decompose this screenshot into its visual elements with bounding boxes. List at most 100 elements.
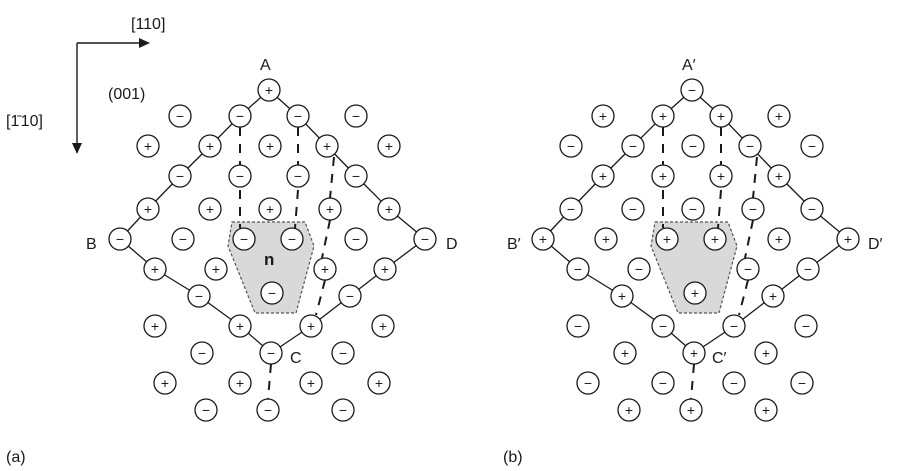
anion-ion [621,134,645,158]
ion-charge-symbol: − [240,231,248,247]
corner-d: D [446,236,458,253]
ion-charge-symbol: + [375,375,383,391]
ion-charge-symbol: − [264,402,272,418]
anion-ion [566,257,590,281]
ion-charge-symbol: + [212,261,220,277]
ion-charge-symbol: − [749,201,757,217]
cation-ion [617,398,641,422]
anion-ion [108,227,132,251]
ion-charge-symbol: − [689,138,697,154]
anion-ion [168,164,192,188]
ion-charge-symbol: + [775,108,783,124]
anion-ion [576,371,600,395]
y-direction-label: [1̄ 10] [6,113,43,130]
ion-charge-symbol: − [346,288,354,304]
ion-charge-symbol: + [307,375,315,391]
anion-ion [344,104,368,128]
ion-charge-symbol: + [206,138,214,154]
ion-charge-symbol: + [265,82,273,98]
ion-charge-symbol: − [195,288,203,304]
cation-ion [655,227,679,251]
dashed-line [690,363,695,400]
ion-charge-symbol: − [808,138,816,154]
cation-ion [204,257,228,281]
cation-ion [198,197,222,221]
ion-charge-symbol: + [236,318,244,334]
ion-charge-symbol: + [621,345,629,361]
anion-ion [738,134,762,158]
ion-charge-symbol: − [352,231,360,247]
cation-ion [228,314,252,338]
anion-ion [741,197,765,221]
ion-charge-symbol: + [151,318,159,334]
cation-ion [377,197,401,221]
ion-charge-symbol: + [266,138,274,154]
anion-ion [680,78,704,102]
y-arrowhead [72,143,82,154]
anion-ion [228,164,252,188]
corner-a: A [260,57,271,74]
ion-charge-symbol: + [307,318,315,334]
ion-charge-symbol: + [691,285,699,301]
anion-ion [194,398,218,422]
corner-a-prime: A′ [682,57,696,74]
ion-charge-symbol: − [352,108,360,124]
anion-ion [171,227,195,251]
cation-ion [367,371,391,395]
anion-ion [256,398,280,422]
anion-ion [338,284,362,308]
cation-ion [143,257,167,281]
ion-charge-symbol: − [802,318,810,334]
x-arrowhead [139,38,150,48]
cation-ion [318,197,342,221]
cation-ion [613,341,637,365]
ion-charge-symbol: + [161,375,169,391]
ion-charge-symbol: − [629,138,637,154]
site-label-n: n [264,250,274,269]
anion-ion [331,398,355,422]
cation-ion [136,134,160,158]
cation-ion [153,371,177,395]
ion-charge-symbol: − [730,318,738,334]
ion-charge-symbol: + [775,231,783,247]
ion-charge-symbol: − [804,261,812,277]
anion-ion [722,314,746,338]
ion-charge-symbol: − [294,168,302,184]
ion-charge-symbol: + [385,138,393,154]
ion-charge-symbol: − [574,318,582,334]
anion-ion [681,134,705,158]
ion-charge-symbol: + [326,201,334,217]
cation-ion [709,164,733,188]
panel-a: +− − − −+ + + + +− − − −+ + + + +− − − − − −+ + + +− − −+ + + +− − −+… [108,78,437,422]
anion-ion [800,134,824,158]
anion-ion [722,371,746,395]
ion-charge-symbol: + [266,201,274,217]
anion-ion [331,341,355,365]
cation-ion [767,164,791,188]
ion-charge-symbol: + [717,168,725,184]
cation-ion [377,134,401,158]
ion-charge-symbol: − [268,285,276,301]
ion-charge-symbol: − [236,108,244,124]
cation-ion [258,197,282,221]
cation-ion [198,134,222,158]
cation-ion [683,281,707,305]
cation-ion [143,314,167,338]
anion-ion [736,257,760,281]
anion-ion [566,314,590,338]
cation-ion [682,341,706,365]
ion-charge-symbol: + [599,168,607,184]
panel-b-label: (b) [503,449,523,466]
cation-ion [299,314,323,338]
ion-charge-symbol: − [288,231,296,247]
ion-charge-symbol: + [711,231,719,247]
ion-charge-symbol: + [379,318,387,334]
ion-charge-symbol: + [663,231,671,247]
ion-charge-symbol: − [567,138,575,154]
cation-ion [651,104,675,128]
cation-ion [136,197,160,221]
ion-charge-symbol: − [730,375,738,391]
ion-charge-symbol: + [206,201,214,217]
anion-ion [259,341,283,365]
